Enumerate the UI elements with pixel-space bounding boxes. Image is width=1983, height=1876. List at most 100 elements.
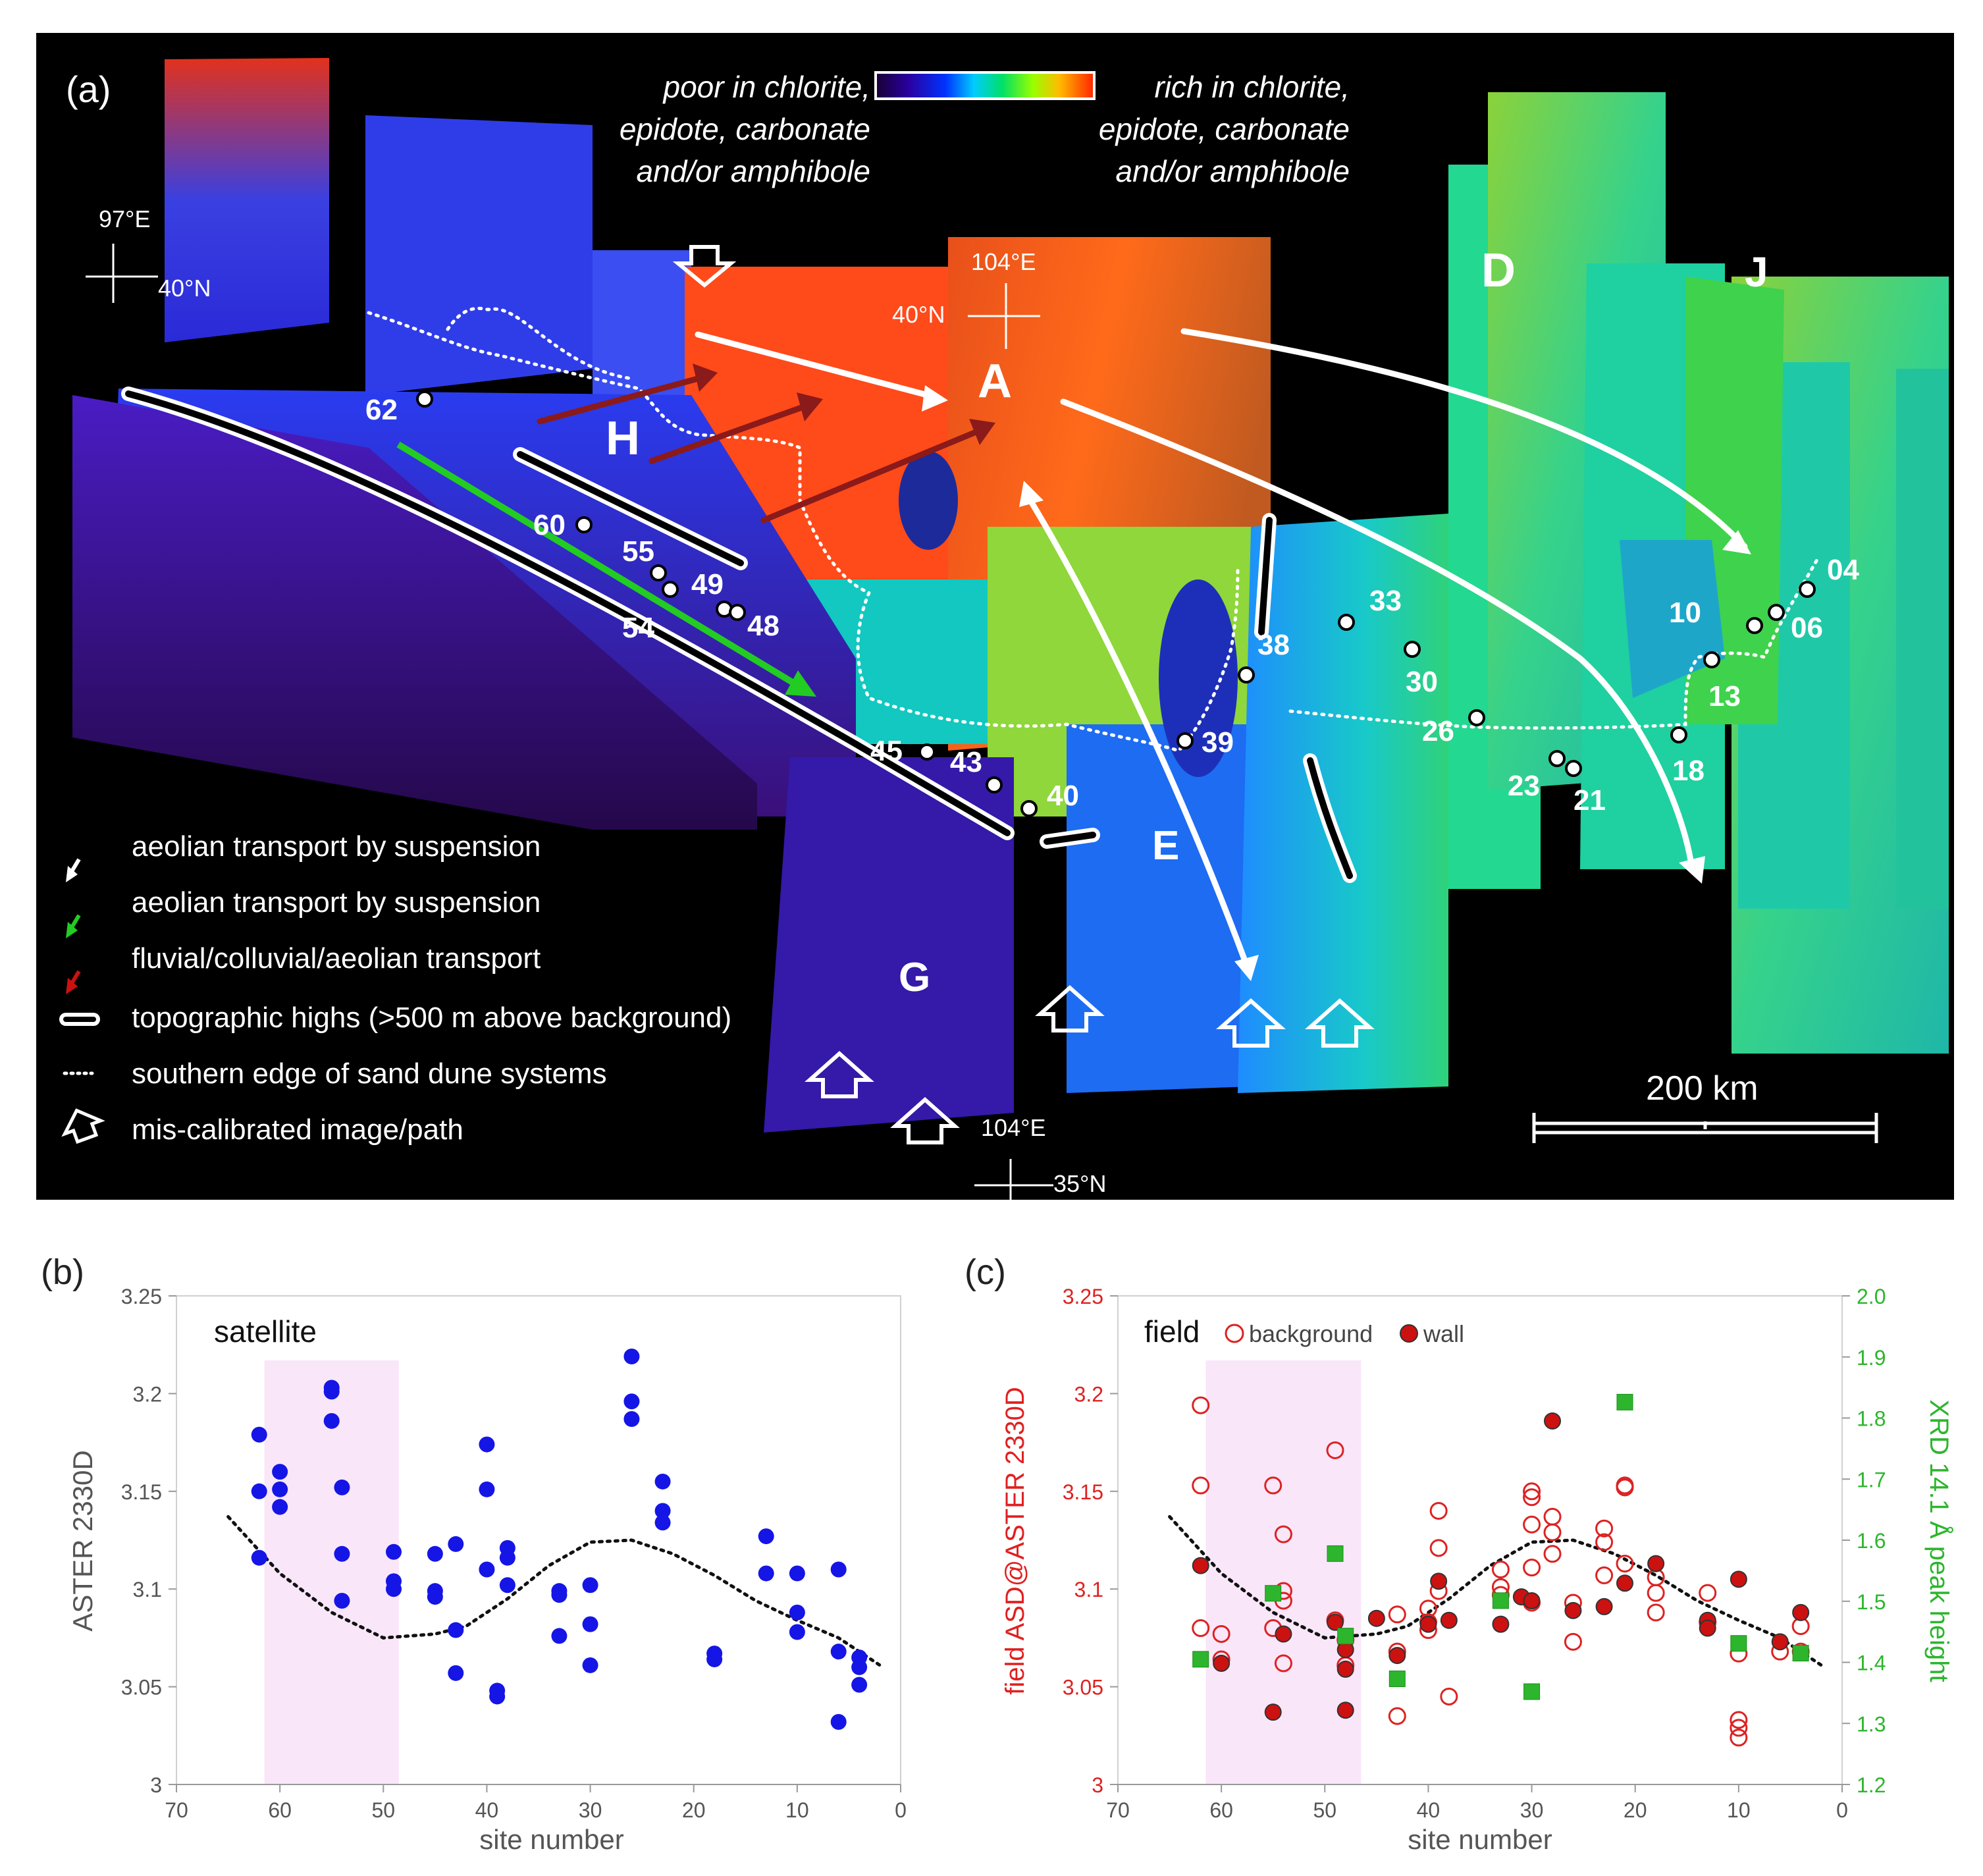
data-point xyxy=(334,1593,350,1609)
site-marker xyxy=(662,581,679,598)
red-arrowhead xyxy=(693,363,718,392)
site-marker xyxy=(1670,726,1687,743)
data-point xyxy=(251,1426,267,1443)
highlight-band xyxy=(264,1360,399,1784)
white-arrow xyxy=(1180,328,1748,550)
data-point xyxy=(830,1644,847,1660)
data-point-background xyxy=(1595,1533,1614,1551)
site-marker xyxy=(1746,617,1763,634)
colorbar-low-line: epidote, carbonate xyxy=(620,112,870,146)
y-tick-label: 3 xyxy=(1092,1773,1103,1797)
data-point xyxy=(582,1657,598,1673)
topographic-high xyxy=(1254,513,1277,639)
data-point-background xyxy=(1192,1396,1210,1414)
data-point xyxy=(386,1581,402,1597)
data-point-background xyxy=(1429,1539,1448,1557)
topographic-high xyxy=(121,387,1015,840)
chart-title: satellite xyxy=(214,1314,317,1349)
red-arrow xyxy=(537,375,701,425)
image-strip xyxy=(1067,724,1251,1093)
data-point-background xyxy=(1543,1523,1562,1541)
site-label: 40 xyxy=(1047,780,1079,812)
image-strip xyxy=(365,115,593,395)
data-point-background xyxy=(1730,1711,1748,1729)
site-label: 21 xyxy=(1573,784,1606,817)
site-marker xyxy=(650,564,667,581)
data-point xyxy=(427,1589,443,1605)
legend-label: aeolian transport by suspension xyxy=(132,886,541,919)
map-legend: aeolian transport by suspension aeolian … xyxy=(59,830,731,1146)
data-point-background xyxy=(1388,1605,1406,1624)
data-point-wall xyxy=(1564,1601,1582,1619)
data-point-background xyxy=(1326,1441,1344,1459)
data-point-xrd xyxy=(1337,1628,1354,1645)
x-tick-label: 10 xyxy=(785,1798,809,1822)
data-point xyxy=(551,1628,568,1644)
data-point-xrd xyxy=(1265,1585,1282,1602)
hollow-arrow-up xyxy=(890,1096,960,1144)
data-point-background xyxy=(1523,1559,1541,1577)
site-label: 13 xyxy=(1708,680,1741,712)
y-tick-label: 3.2 xyxy=(1074,1382,1103,1406)
data-point xyxy=(499,1549,516,1566)
x-tick-label: 50 xyxy=(1313,1798,1336,1822)
y-tick-label: 3.25 xyxy=(1063,1285,1103,1308)
data-point-xrd xyxy=(1492,1592,1509,1609)
data-point-wall xyxy=(1388,1647,1406,1665)
data-point-wall xyxy=(1523,1592,1541,1610)
panel-c-chart: (c) field background wall 3 3.05 3.1 3.15 3.… xyxy=(965,1252,1954,1855)
legend-label: topographic highs (>500 m above backgrou… xyxy=(132,1002,731,1034)
site-labels: 62 60 55 54 49 48 45 43 40 39 38 33 30 2… xyxy=(365,394,1859,817)
site-label: 49 xyxy=(691,568,724,601)
dark-region xyxy=(899,451,958,550)
site-label: 43 xyxy=(950,746,982,778)
data-point-background xyxy=(1491,1561,1510,1579)
coord-label-40n: 40°N xyxy=(158,275,211,302)
region-label-g: G xyxy=(899,955,930,1000)
data-point-background xyxy=(1274,1525,1292,1543)
hollow-arrow-up xyxy=(1305,998,1375,1048)
site-label: 55 xyxy=(622,535,654,568)
site-label: 45 xyxy=(870,735,903,767)
data-point-background xyxy=(1595,1566,1614,1584)
y-tick-label: 3.05 xyxy=(121,1676,162,1700)
data-point-background xyxy=(1595,1519,1614,1538)
image-strip xyxy=(72,395,757,830)
data-point-xrd xyxy=(1730,1635,1747,1652)
x-tick-label: 30 xyxy=(1520,1798,1544,1822)
y-tick-label: 3.1 xyxy=(133,1578,162,1601)
white-arrowhead xyxy=(922,385,948,412)
coord-label-40n: 40°N xyxy=(892,301,945,328)
x-tick-label: 20 xyxy=(682,1798,706,1822)
data-point-background xyxy=(1523,1482,1541,1501)
data-point xyxy=(851,1659,868,1675)
data-point xyxy=(654,1473,671,1489)
data-point-xrd xyxy=(1792,1645,1809,1662)
crosshair-104e-35n xyxy=(974,1159,1053,1205)
data-point-background xyxy=(1440,1687,1458,1705)
legend-marker-background xyxy=(1225,1324,1244,1343)
y-tick-label: 3.05 xyxy=(1063,1676,1103,1700)
data-point xyxy=(758,1565,774,1582)
data-point-background xyxy=(1274,1654,1292,1673)
site-marker xyxy=(1177,732,1194,749)
data-point xyxy=(623,1349,640,1365)
scale-bar xyxy=(1532,1113,1878,1143)
site-label: 39 xyxy=(1202,726,1234,759)
site-marker xyxy=(1468,709,1485,726)
data-point-wall xyxy=(1771,1633,1789,1651)
legend-label-wall: wall xyxy=(1423,1320,1464,1347)
colorbar-high-label: rich in chlorite, epidote, carbonate and… xyxy=(1099,70,1350,188)
data-point xyxy=(272,1481,288,1497)
y2-tick-label: 1.5 xyxy=(1857,1590,1886,1614)
image-strip xyxy=(1238,514,1448,1093)
site-label: 04 xyxy=(1827,554,1859,586)
hollow-arrow-up xyxy=(1216,998,1286,1048)
hollow-arrow-down xyxy=(672,245,737,288)
y-tick-label: 3.2 xyxy=(133,1382,162,1406)
series-xrd xyxy=(1192,1393,1809,1700)
coord-label-35n: 35°N xyxy=(1053,1170,1106,1197)
y-tick-label: 3 xyxy=(150,1773,162,1797)
data-point-xrd xyxy=(1192,1651,1209,1668)
data-point-background xyxy=(1730,1729,1748,1747)
